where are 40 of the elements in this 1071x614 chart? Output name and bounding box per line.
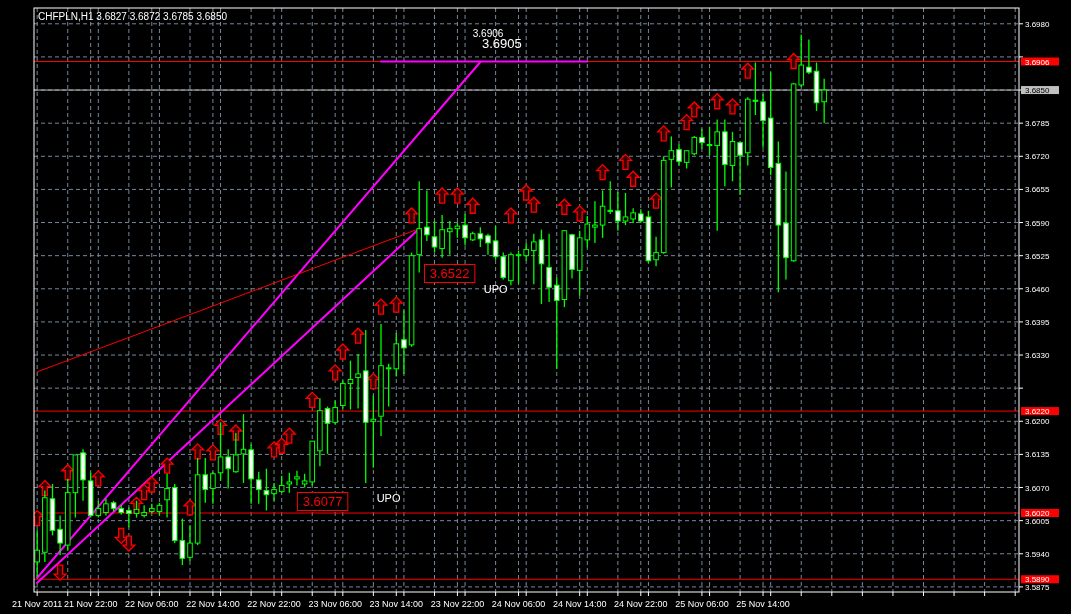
annotation: 3.6077: [302, 494, 343, 510]
x-tick-label: 24 Nov 14:00: [552, 599, 607, 609]
x-tick-label: 25 Nov 06:00: [675, 599, 729, 609]
y-tick-label: 3.5875: [1025, 582, 1051, 592]
x-tick-label: 23 Nov 14:00: [369, 599, 424, 609]
y-tick-label: 3.6330: [1025, 351, 1051, 361]
y-tick-label: 3.6460: [1025, 284, 1051, 294]
x-tick-label: 22 Nov 14:00: [186, 599, 240, 609]
x-tick-label: 23 Nov 06:00: [308, 599, 362, 609]
ref-line-label: 3.5890: [1025, 575, 1051, 585]
x-tick-label: 22 Nov 22:00: [247, 599, 301, 609]
y-tick-label: 3.6005: [1025, 516, 1051, 526]
y-tick-label: 3.5940: [1025, 549, 1051, 559]
y-tick-label: 3.6525: [1025, 251, 1051, 261]
annotation: 3.6906: [472, 27, 504, 39]
annotation: 3.6522: [429, 266, 470, 282]
annotation: UPO: [483, 282, 509, 295]
y-tick-label: 3.6720: [1025, 152, 1051, 162]
y-tick-label: 3.6070: [1025, 483, 1051, 493]
y-tick-label: 3.6200: [1025, 417, 1051, 427]
x-tick-label: 23 Nov 22:00: [430, 599, 485, 609]
y-tick-label: 3.6655: [1025, 185, 1051, 195]
ref-line-label: 3.6850: [1025, 86, 1051, 96]
x-tick-label: 21 Nov 22:00: [63, 599, 118, 609]
x-tick-label: 22 Nov 06:00: [125, 599, 179, 609]
y-tick-label: 3.6395: [1025, 317, 1051, 327]
x-tick-label: 21 Nov 2011: [12, 599, 63, 609]
x-tick-label: 24 Nov 22:00: [614, 599, 668, 609]
y-tick-label: 3.6135: [1025, 450, 1051, 460]
annotation: 3.6905: [481, 36, 522, 52]
chart-title: CHFPLN,H1 3.6827 3.6872 3.6785 3.6850: [38, 11, 228, 22]
y-tick-label: 3.6980: [1025, 19, 1051, 29]
y-tick-label: 3.6590: [1025, 218, 1051, 228]
ref-line-label: 3.6906: [1025, 57, 1051, 67]
ref-line-label: 3.6020: [1025, 509, 1051, 519]
y-tick-label: 3.6785: [1025, 119, 1051, 129]
x-tick-label: 24 Nov 06:00: [491, 599, 546, 609]
ref-line-label: 3.6220: [1025, 407, 1051, 417]
x-tick-label: 25 Nov 14:00: [736, 599, 790, 609]
annotation: UPO: [376, 491, 401, 504]
